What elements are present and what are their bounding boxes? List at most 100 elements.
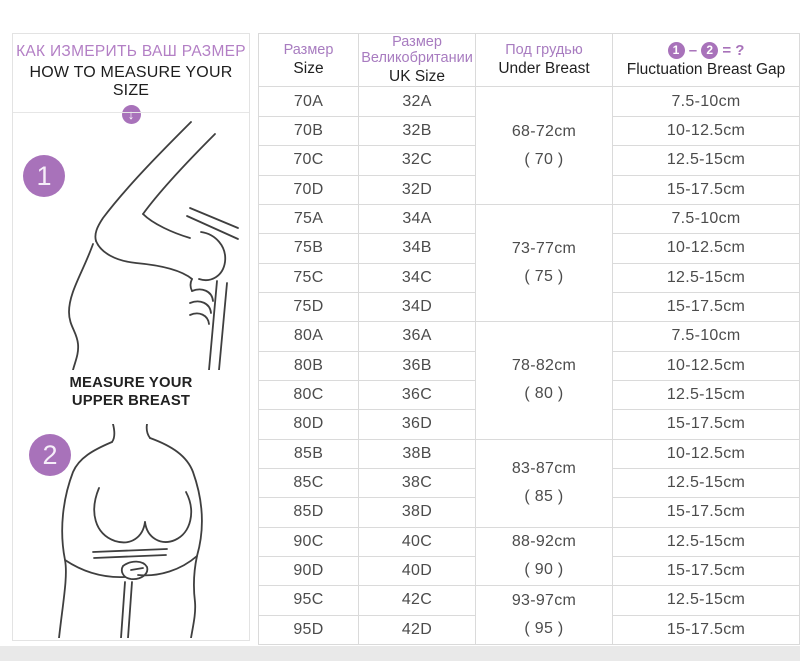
- size-cell: 90C: [258, 526, 359, 557]
- table-row: 70B 32B 10-12.5cm: [258, 115, 800, 147]
- panel-title: КАК ИЗМЕРИТЬ ВАШ РАЗМЕР HOW TO MEASURE Y…: [13, 34, 249, 124]
- gap-cell: 15-17.5cm: [612, 497, 800, 528]
- uk-size-cell: 42C: [358, 585, 476, 616]
- panel-title-russian: КАК ИЗМЕРИТЬ ВАШ РАЗМЕР: [16, 43, 246, 60]
- uk-size-cell: 32D: [358, 174, 476, 205]
- gap-cell: 15-17.5cm: [612, 174, 800, 205]
- under-breast-range: 73-77cm: [511, 240, 577, 258]
- header-under-breast-ru: Под грудью: [505, 42, 583, 59]
- under-breast-cell: 83-87cm ( 85 ): [475, 438, 613, 528]
- gap-cell: 10-12.5cm: [612, 350, 800, 381]
- table-row: 80C 36C 12.5-15cm: [258, 379, 800, 411]
- measure-upper-breast-figure: [41, 120, 246, 370]
- uk-size-cell: 36A: [358, 321, 476, 352]
- gap-cell: 12.5-15cm: [612, 379, 800, 411]
- size-cell: 75D: [258, 291, 359, 323]
- size-cell: 80D: [258, 409, 359, 440]
- header-under-breast-en: Under Breast: [498, 60, 590, 78]
- gap-cell: 15-17.5cm: [612, 409, 800, 440]
- size-cell: 70B: [258, 115, 359, 147]
- circled-2-icon: 2: [701, 41, 719, 59]
- size-cell: 95D: [258, 614, 359, 646]
- size-cell: 90D: [258, 555, 359, 587]
- header-size-ru: Размер: [283, 42, 334, 59]
- table-row: 70C 32C 12.5-15cm: [258, 145, 800, 176]
- bottom-gray-bar: [0, 646, 800, 661]
- gap-cell: 10-12.5cm: [612, 233, 800, 264]
- size-cell: 95C: [258, 585, 359, 616]
- gap-cell: 12.5-15cm: [612, 585, 800, 616]
- uk-size-cell: 34C: [358, 262, 476, 293]
- uk-size-cell: 34B: [358, 233, 476, 264]
- size-cell: 85D: [258, 497, 359, 528]
- divider: [13, 112, 249, 113]
- size-cell: 70A: [258, 86, 359, 117]
- gap-cell: 12.5-15cm: [612, 526, 800, 557]
- under-breast-range: 93-97cm: [511, 592, 577, 610]
- table-row: 90D 40D 15-17.5cm: [258, 555, 800, 587]
- table-row: 85C 38C 12.5-15cm: [258, 467, 800, 499]
- under-breast-avg: ( 95 ): [524, 620, 564, 638]
- gap-cell: 15-17.5cm: [612, 291, 800, 323]
- header-under-breast: Под грудью Under Breast: [475, 32, 613, 88]
- down-arrow-icon: ↓: [121, 105, 141, 124]
- gap-cell: 15-17.5cm: [612, 555, 800, 587]
- uk-size-cell: 34A: [358, 203, 476, 235]
- size-cell: 70D: [258, 174, 359, 205]
- table-row: 85D 38D 15-17.5cm: [258, 497, 800, 528]
- gap-cell: 15-17.5cm: [612, 614, 800, 646]
- uk-size-cell: 38C: [358, 467, 476, 499]
- table-row: 75D 34D 15-17.5cm: [258, 291, 800, 323]
- header-size: Размер Size: [258, 32, 359, 88]
- size-cell: 75B: [258, 233, 359, 264]
- header-gap-en: Fluctuation Breast Gap: [626, 60, 786, 78]
- table-row: 75B 34B 10-12.5cm: [258, 233, 800, 264]
- size-cell: 75A: [258, 203, 359, 235]
- header-gap-formula: 1 – 2 = ?: [613, 41, 799, 59]
- header-uk-size-ru: Размер Великобритании: [361, 34, 473, 67]
- uk-size-cell: 34D: [358, 291, 476, 323]
- header-gap: 1 – 2 = ? Fluctuation Breast Gap: [612, 32, 800, 88]
- table-row: 95D 42D 15-17.5cm: [258, 614, 800, 646]
- table-row: 85B 38B 83-87cm ( 85 ) 10-12.5cm: [258, 438, 800, 528]
- table-row: 75C 34C 12.5-15cm: [258, 262, 800, 293]
- table-row: 80B 36B 10-12.5cm: [258, 350, 800, 381]
- size-cell: 70C: [258, 145, 359, 176]
- table-row: 80D 36D 15-17.5cm: [258, 409, 800, 440]
- under-breast-cell: 88-92cm ( 90 ): [475, 526, 613, 587]
- header-uk-size-en: UK Size: [389, 68, 445, 86]
- step-2-badge: 2: [29, 434, 71, 476]
- uk-size-cell: 36B: [358, 350, 476, 381]
- table-row: 70A 32A 68-72cm ( 70 ) 7.5-10cm: [258, 86, 800, 205]
- uk-size-cell: 32C: [358, 145, 476, 176]
- caption-line-2: UPPER BREAST: [71, 392, 191, 409]
- size-cell: 85C: [258, 467, 359, 499]
- uk-size-cell: 42D: [358, 614, 476, 646]
- caption-line-1: MEASURE YOUR: [69, 375, 193, 391]
- uk-size-cell: 36C: [358, 379, 476, 411]
- uk-size-cell: 38B: [358, 438, 476, 469]
- circled-1-icon: 1: [667, 41, 685, 59]
- under-breast-avg: ( 75 ): [524, 268, 564, 286]
- table-row: 80A 36A 78-82cm ( 80 ) 7.5-10cm: [258, 321, 800, 440]
- under-breast-cell: 68-72cm ( 70 ): [475, 86, 613, 205]
- under-breast-cell: 78-82cm ( 80 ): [475, 321, 613, 440]
- header-uk-size: Размер Великобритании UK Size: [358, 32, 476, 88]
- table-row: 95C 42C 93-97cm ( 95 ) 12.5-15cm: [258, 585, 800, 645]
- under-breast-range: 88-92cm: [511, 533, 577, 551]
- size-cell: 75C: [258, 262, 359, 293]
- under-breast-avg: ( 70 ): [524, 150, 564, 168]
- under-breast-cell: 73-77cm ( 75 ): [475, 203, 613, 323]
- under-breast-avg: ( 80 ): [524, 385, 564, 403]
- uk-size-cell: 40D: [358, 555, 476, 587]
- uk-size-cell: 38D: [358, 497, 476, 528]
- gap-cell: 7.5-10cm: [612, 203, 800, 235]
- measure-instructions-panel: КАК ИЗМЕРИТЬ ВАШ РАЗМЕР HOW TO MEASURE Y…: [12, 33, 250, 641]
- figure-2-illustration: [58, 424, 203, 638]
- gap-cell: 7.5-10cm: [612, 321, 800, 352]
- size-conversion-table: Размер Size Размер Великобритании UK Siz…: [258, 32, 800, 646]
- gap-cell: 12.5-15cm: [612, 262, 800, 293]
- uk-size-cell: 40C: [358, 526, 476, 557]
- gap-dash: –: [688, 41, 698, 59]
